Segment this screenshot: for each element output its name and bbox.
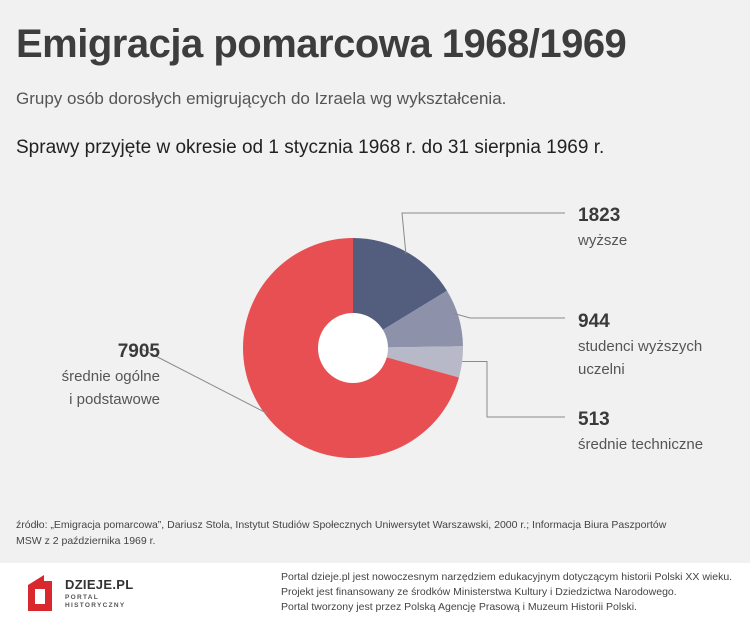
period-note: Sprawy przyjęte w okresie od 1 stycznia … bbox=[16, 137, 605, 158]
logo-name[interactable]: DZIEJE.PL bbox=[65, 577, 134, 592]
slice-value-label-2: 513 bbox=[578, 409, 610, 430]
source-line-2: MSW z 2 października 1969 r. bbox=[16, 535, 156, 547]
source-line-1: źródło: „Emigracja pomarcowa”, Dariusz S… bbox=[16, 519, 667, 531]
logo-sub-line-1: PORTAL bbox=[65, 594, 100, 601]
logo-sub-line-2: HISTORYCZNY bbox=[65, 602, 126, 609]
donut-chart: 1823 wyższe 944 studenci wyższych uczelni 513… bbox=[62, 205, 703, 458]
source-note: źródło: „Emigracja pomarcowa”, Dariusz S… bbox=[16, 517, 696, 549]
leader-line-0 bbox=[401, 212, 565, 254]
donut-hole bbox=[318, 313, 388, 383]
slice-category-label-1-0: studenci wyższych bbox=[578, 338, 702, 355]
chart-title: Emigracja pomarcowa 1968/1969 bbox=[16, 22, 627, 66]
footer-line-2: Projekt jest finansowany ze środków Mini… bbox=[281, 586, 677, 598]
slice-value-label-1: 944 bbox=[578, 311, 610, 332]
logo-subtitle: PORTAL HISTORYCZNY bbox=[65, 594, 126, 610]
footer: DZIEJE.PL PORTAL HISTORYCZNY Portal dzie… bbox=[0, 563, 750, 627]
slice-value-label-0: 1823 bbox=[578, 205, 620, 226]
slice-category-label-0-0: wyższe bbox=[577, 232, 627, 249]
slice-value-label-3: 7905 bbox=[118, 341, 161, 362]
leader-line-1 bbox=[452, 312, 565, 319]
slice-category-label-1-1: uczelni bbox=[578, 361, 625, 378]
slice-category-label-3-1: i podstawowe bbox=[69, 391, 160, 408]
dzieje-logo-icon[interactable] bbox=[26, 573, 56, 613]
leader-line-2 bbox=[462, 360, 565, 418]
slice-category-label-2-0: średnie techniczne bbox=[578, 436, 703, 453]
footer-text: Portal dzieje.pl jest nowoczesnym narzęd… bbox=[281, 570, 743, 615]
slice-category-label-3-0: średnie ogólne bbox=[62, 368, 160, 385]
footer-line-1: Portal dzieje.pl jest nowoczesnym narzęd… bbox=[281, 571, 733, 583]
pie-slice-0 bbox=[353, 238, 447, 348]
leader-line-3 bbox=[139, 347, 268, 414]
footer-line-3: Portal tworzony jest przez Polską Agencj… bbox=[281, 601, 637, 613]
chart-subtitle: Grupy osób dorosłych emigrujących do Izr… bbox=[16, 89, 507, 108]
